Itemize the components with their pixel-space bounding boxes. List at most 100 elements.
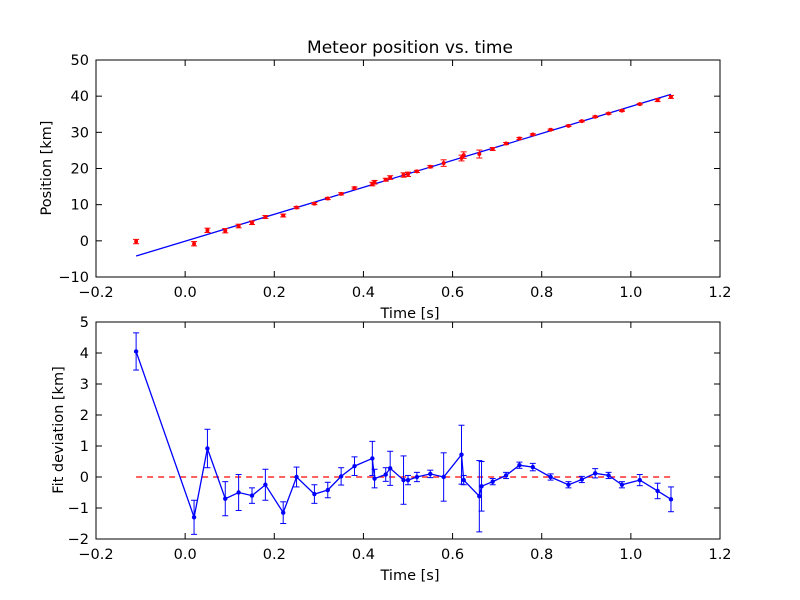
data-point bbox=[370, 456, 375, 461]
y-tick-label: 3 bbox=[80, 377, 89, 393]
plot-frame bbox=[95, 59, 721, 278]
x-tick-label: 1.2 bbox=[708, 285, 731, 301]
x-tick-label: 0.8 bbox=[530, 547, 553, 563]
data-point bbox=[548, 127, 553, 132]
y-tick-label: −2 bbox=[68, 532, 89, 548]
y-tick-label: 20 bbox=[71, 162, 89, 178]
data-point bbox=[249, 493, 255, 498]
data-point bbox=[134, 239, 139, 244]
data-point bbox=[388, 175, 393, 180]
data-point bbox=[479, 484, 484, 489]
data-point bbox=[338, 474, 344, 479]
y-axis-label: Fit deviation [km] bbox=[51, 366, 67, 493]
data-point bbox=[205, 228, 210, 233]
data-point bbox=[548, 474, 553, 480]
data-point bbox=[637, 102, 642, 107]
data-point bbox=[312, 201, 317, 206]
data-point bbox=[250, 220, 254, 225]
data-point bbox=[655, 488, 660, 494]
y-tick-label: 50 bbox=[71, 53, 89, 69]
x-tick-label: 0.2 bbox=[263, 285, 286, 301]
y-tick-label: −10 bbox=[58, 270, 89, 286]
data-point bbox=[387, 466, 393, 471]
data-point bbox=[401, 173, 406, 178]
data-point bbox=[294, 205, 299, 210]
data-point bbox=[281, 510, 286, 515]
data-point bbox=[428, 164, 433, 169]
deviation-chart: −0.2 0.0 0.2 0.4 0.6 0.8 1.0 1.2 −2 −1 0 1 2 3 4 5 Time… bbox=[51, 315, 732, 584]
data-point bbox=[579, 477, 585, 482]
x-tick-label: −0.2 bbox=[78, 547, 113, 563]
y-tick-label: 40 bbox=[71, 89, 89, 105]
position-chart: Meteor position vs. time −0.2 0.0 0.2 0.4 0.… bbox=[39, 38, 732, 322]
y-tick-label: −1 bbox=[68, 501, 89, 517]
data-point bbox=[530, 132, 535, 137]
data-point bbox=[490, 146, 495, 151]
x-tick-label: 0.8 bbox=[530, 285, 553, 301]
data-point bbox=[668, 497, 674, 502]
data-point bbox=[517, 463, 522, 468]
data-point bbox=[223, 228, 228, 233]
x-axis-label: Time [s] bbox=[380, 306, 440, 322]
data-point bbox=[312, 491, 317, 497]
data-point bbox=[459, 452, 464, 457]
data-point bbox=[414, 169, 419, 174]
data-point bbox=[655, 98, 660, 103]
data-point bbox=[530, 464, 535, 470]
data-point bbox=[579, 119, 584, 124]
x-tick-label: 0.6 bbox=[441, 547, 464, 563]
data-point bbox=[593, 471, 598, 476]
data-point bbox=[191, 515, 197, 520]
x-tick-label: −0.2 bbox=[78, 285, 113, 301]
data-point bbox=[566, 482, 571, 487]
x-tick-label: 0.4 bbox=[352, 285, 375, 301]
data-point bbox=[325, 487, 330, 493]
data-point bbox=[619, 108, 624, 113]
data-point bbox=[406, 172, 410, 177]
data-point bbox=[133, 349, 139, 354]
data-point bbox=[477, 152, 482, 157]
plot-frame bbox=[95, 321, 721, 540]
y-tick-label: 5 bbox=[80, 315, 89, 331]
data-point bbox=[352, 186, 357, 191]
y-tick-label: 0 bbox=[80, 234, 89, 250]
data-point bbox=[503, 473, 509, 478]
data-point bbox=[490, 479, 495, 484]
data-point bbox=[477, 494, 482, 499]
y-tick-label: 0 bbox=[80, 470, 89, 486]
data-point bbox=[566, 123, 571, 128]
y-axis-label: Position [km] bbox=[39, 121, 55, 216]
x-tick-label: 0.2 bbox=[263, 547, 286, 563]
data-point bbox=[339, 191, 344, 196]
data-point bbox=[428, 471, 433, 477]
data-point bbox=[606, 111, 611, 116]
data-point bbox=[401, 477, 406, 483]
data-point bbox=[205, 446, 210, 451]
x-axis-label: Time [s] bbox=[380, 568, 440, 584]
data-point bbox=[383, 177, 388, 182]
data-point bbox=[504, 141, 509, 146]
x-tick-label: 1.0 bbox=[619, 547, 642, 563]
y-tick-label: 30 bbox=[71, 125, 89, 141]
y-tick-label: 2 bbox=[80, 408, 89, 424]
chart-title: Meteor position vs. time bbox=[307, 38, 513, 58]
data-point bbox=[372, 476, 377, 481]
data-point bbox=[263, 482, 268, 487]
data-point bbox=[637, 477, 642, 483]
y-tick-label: 1 bbox=[80, 439, 89, 455]
data-point bbox=[668, 94, 673, 99]
data-point bbox=[441, 161, 446, 166]
x-tick-label: 0.4 bbox=[352, 547, 375, 563]
data-point bbox=[192, 241, 197, 246]
data-point bbox=[352, 463, 357, 469]
y-tick-label: 4 bbox=[80, 346, 89, 362]
data-point bbox=[414, 474, 420, 480]
data-point bbox=[461, 477, 466, 483]
data-point bbox=[236, 490, 241, 495]
data-point bbox=[619, 482, 625, 487]
data-point bbox=[461, 153, 466, 158]
data-point bbox=[263, 214, 268, 219]
y-tick-label: 10 bbox=[71, 198, 89, 214]
data-point bbox=[294, 474, 299, 480]
